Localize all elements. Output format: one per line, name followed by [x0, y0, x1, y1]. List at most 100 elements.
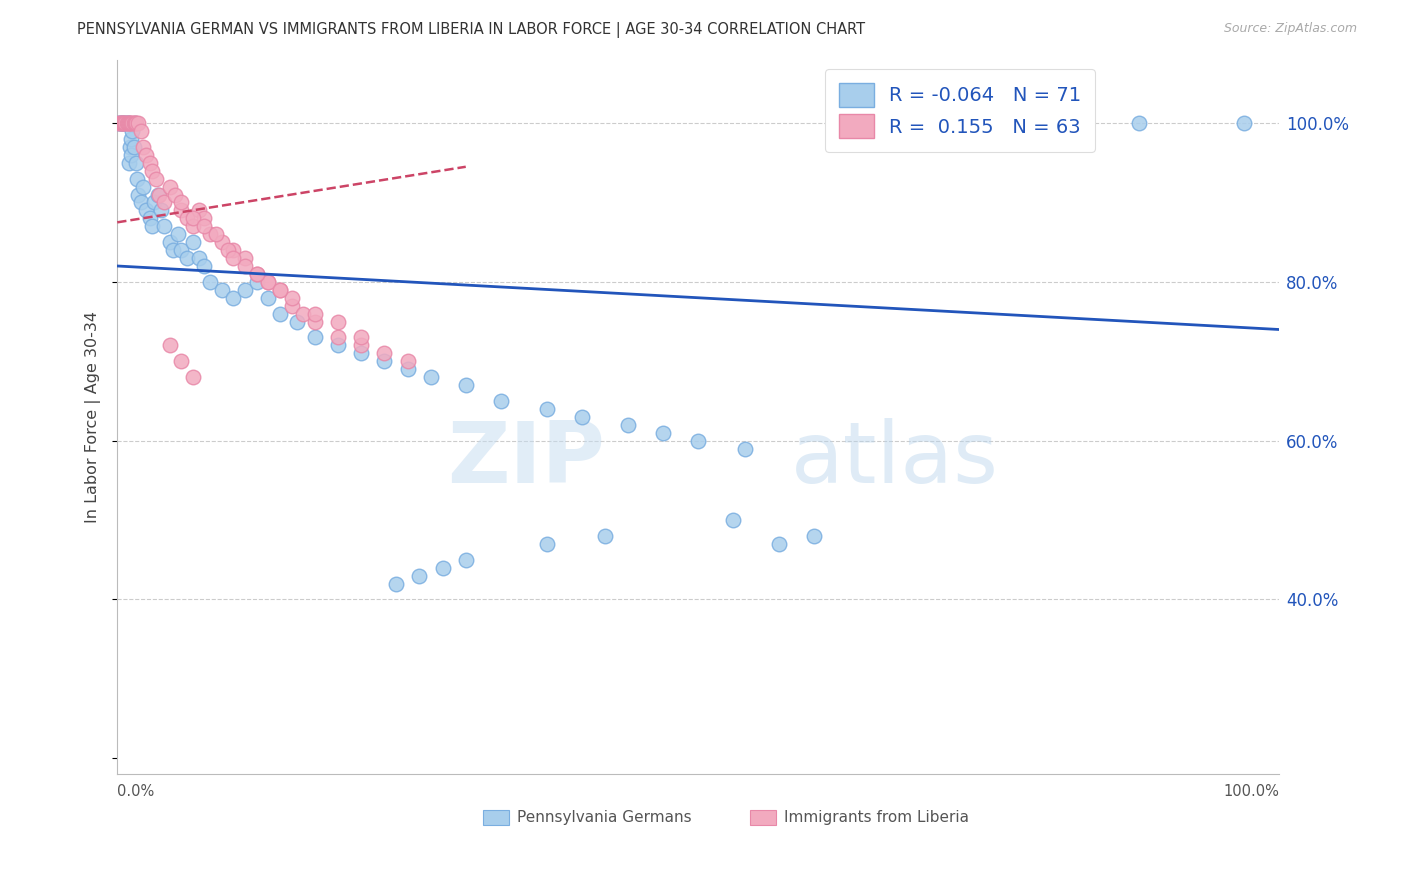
Point — [125, 116, 148, 130]
Point — [233, 251, 256, 265]
Point — [124, 116, 146, 130]
Point — [217, 243, 239, 257]
Point — [193, 259, 215, 273]
Point — [768, 537, 790, 551]
Point — [141, 219, 163, 234]
Point — [112, 116, 135, 130]
Point — [139, 211, 162, 226]
Point — [135, 203, 157, 218]
Point — [211, 235, 233, 249]
Point — [152, 195, 174, 210]
Point — [187, 203, 209, 218]
Point — [122, 140, 145, 154]
Point — [176, 251, 198, 265]
Bar — [751, 810, 776, 825]
Point — [246, 267, 269, 281]
Point — [170, 203, 193, 218]
Point — [200, 227, 222, 242]
Point — [129, 195, 152, 210]
Text: 100.0%: 100.0% — [1223, 783, 1279, 798]
Point — [373, 346, 395, 360]
Point — [326, 338, 349, 352]
Point — [803, 529, 825, 543]
Point — [350, 330, 373, 344]
Point — [115, 116, 138, 130]
Point — [233, 283, 256, 297]
Point — [686, 434, 709, 448]
Point — [454, 552, 477, 566]
Text: Pennsylvania Germans: Pennsylvania Germans — [517, 810, 692, 825]
Point — [304, 330, 326, 344]
Point — [1128, 116, 1150, 130]
Point — [118, 116, 141, 130]
Point — [269, 283, 291, 297]
Point — [132, 179, 155, 194]
Point — [170, 243, 193, 257]
Point — [112, 116, 135, 130]
Point — [127, 116, 149, 130]
Text: PENNSYLVANIA GERMAN VS IMMIGRANTS FROM LIBERIA IN LABOR FORCE | AGE 30-34 CORREL: PENNSYLVANIA GERMAN VS IMMIGRANTS FROM L… — [77, 22, 866, 38]
Point — [304, 314, 326, 328]
Point — [257, 275, 280, 289]
Point — [135, 148, 157, 162]
Point — [150, 203, 173, 218]
Point — [734, 442, 756, 456]
Point — [125, 171, 148, 186]
Point — [193, 211, 215, 226]
Point — [326, 330, 349, 344]
Point — [373, 354, 395, 368]
Point — [257, 275, 280, 289]
Point — [122, 116, 145, 130]
Text: Immigrants from Liberia: Immigrants from Liberia — [785, 810, 969, 825]
Text: atlas: atlas — [792, 418, 1000, 501]
Point — [129, 124, 152, 138]
Point — [110, 116, 132, 130]
Point — [211, 283, 233, 297]
Point — [222, 251, 245, 265]
Point — [292, 307, 315, 321]
Point — [285, 314, 308, 328]
Point — [165, 187, 187, 202]
Point — [111, 116, 134, 130]
Point — [269, 283, 291, 297]
Point — [127, 187, 149, 202]
Point — [350, 346, 373, 360]
Point — [145, 171, 167, 186]
Bar — [484, 810, 509, 825]
Point — [118, 140, 141, 154]
Text: ZIP: ZIP — [447, 418, 605, 501]
Point — [114, 116, 136, 130]
Point — [652, 425, 675, 440]
Point — [120, 132, 142, 146]
Point — [170, 195, 193, 210]
Point — [124, 116, 146, 130]
Point — [200, 275, 222, 289]
Point — [193, 219, 215, 234]
Point — [166, 227, 188, 242]
Point — [187, 251, 209, 265]
Point — [115, 116, 138, 130]
Point — [593, 529, 616, 543]
Point — [408, 568, 430, 582]
Point — [120, 148, 142, 162]
Point — [1233, 116, 1256, 130]
Point — [120, 116, 142, 130]
Point — [617, 417, 640, 432]
Point — [162, 243, 184, 257]
Point — [118, 116, 141, 130]
Point — [108, 116, 131, 130]
Point — [118, 116, 141, 130]
Point — [139, 156, 162, 170]
Point — [143, 195, 166, 210]
Point — [721, 513, 744, 527]
Point — [385, 576, 408, 591]
Text: 0.0%: 0.0% — [117, 783, 155, 798]
Point — [121, 116, 143, 130]
Point — [141, 163, 163, 178]
Point — [108, 116, 131, 130]
Point — [269, 307, 291, 321]
Point — [159, 235, 181, 249]
Point — [117, 116, 139, 130]
Point — [432, 560, 454, 574]
Point — [304, 307, 326, 321]
